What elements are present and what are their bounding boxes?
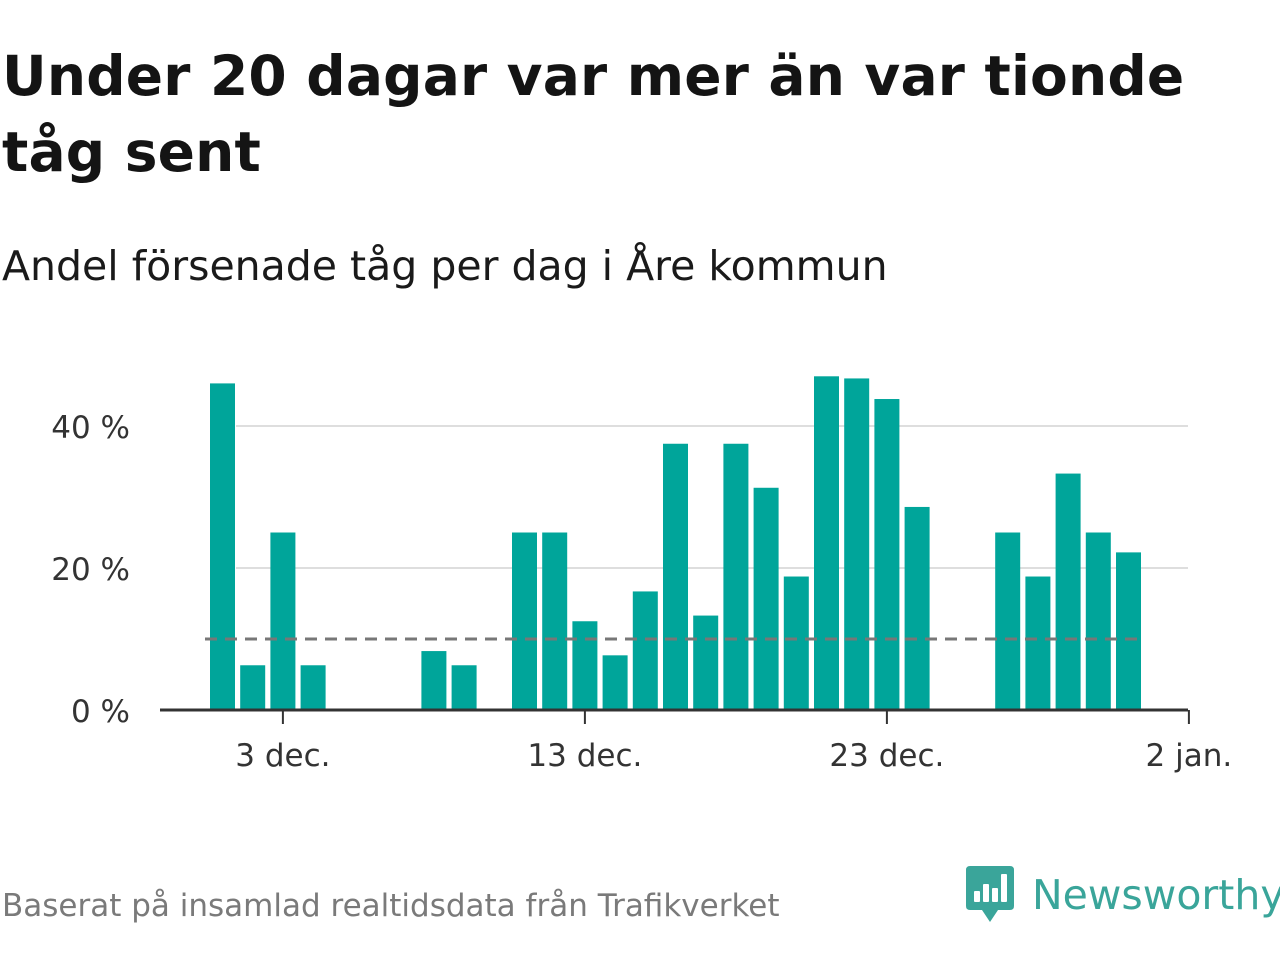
bar xyxy=(270,532,296,710)
bar xyxy=(1085,532,1111,710)
bar xyxy=(572,621,598,710)
y-tick-label: 0 % xyxy=(71,694,130,730)
bar xyxy=(844,378,870,710)
bar xyxy=(723,443,749,710)
x-tick-label: 23 dec. xyxy=(829,738,944,774)
bar xyxy=(814,376,839,710)
bar xyxy=(753,487,779,710)
bar xyxy=(451,665,477,710)
brand-name: Newsworthy xyxy=(1032,871,1280,919)
x-tick-label: 2 jan. xyxy=(1146,738,1233,774)
x-axis-labels: 3 dec. 13 dec. 23 dec. 2 jan. xyxy=(235,738,1232,774)
brand-logo: Newsworthy xyxy=(964,862,1280,928)
bar xyxy=(512,532,537,710)
bar xyxy=(1055,473,1081,710)
bar xyxy=(874,399,900,710)
bar xyxy=(1116,552,1141,710)
bars xyxy=(210,376,1141,710)
bar xyxy=(783,576,809,710)
bar-chart: 0 % 20 % 40 % 3 dec. 13 dec. 23 dec. 2 jan. xyxy=(0,330,1280,810)
bar xyxy=(300,665,326,710)
newsworthy-logo-icon xyxy=(966,866,1014,922)
source-note: Baserat på insamlad realtidsdata från Tr… xyxy=(2,888,780,924)
x-axis xyxy=(160,708,1190,724)
bar xyxy=(602,655,628,710)
bar xyxy=(1025,576,1051,710)
y-tick-label: 40 % xyxy=(51,410,130,446)
bar xyxy=(632,591,658,710)
bar xyxy=(663,443,688,710)
y-axis-labels: 0 % 20 % 40 % xyxy=(51,410,130,730)
x-tick-label: 13 dec. xyxy=(527,738,642,774)
bar xyxy=(542,532,568,710)
bar xyxy=(693,615,719,710)
bar xyxy=(210,383,235,710)
bar-chart-svg: 0 % 20 % 40 % 3 dec. 13 dec. 23 dec. 2 jan. xyxy=(51,376,1232,774)
y-tick-label: 20 % xyxy=(51,552,130,588)
chart-subtitle: Andel försenade tåg per dag i Åre kommun xyxy=(2,242,888,290)
x-tick-label: 3 dec. xyxy=(235,738,330,774)
chart-title: Under 20 dagar var mer än var tionde tåg… xyxy=(2,44,1185,184)
bar xyxy=(240,665,266,710)
bar xyxy=(421,651,447,710)
gridlines xyxy=(236,425,1188,569)
bar xyxy=(995,532,1021,710)
bar xyxy=(904,506,930,710)
